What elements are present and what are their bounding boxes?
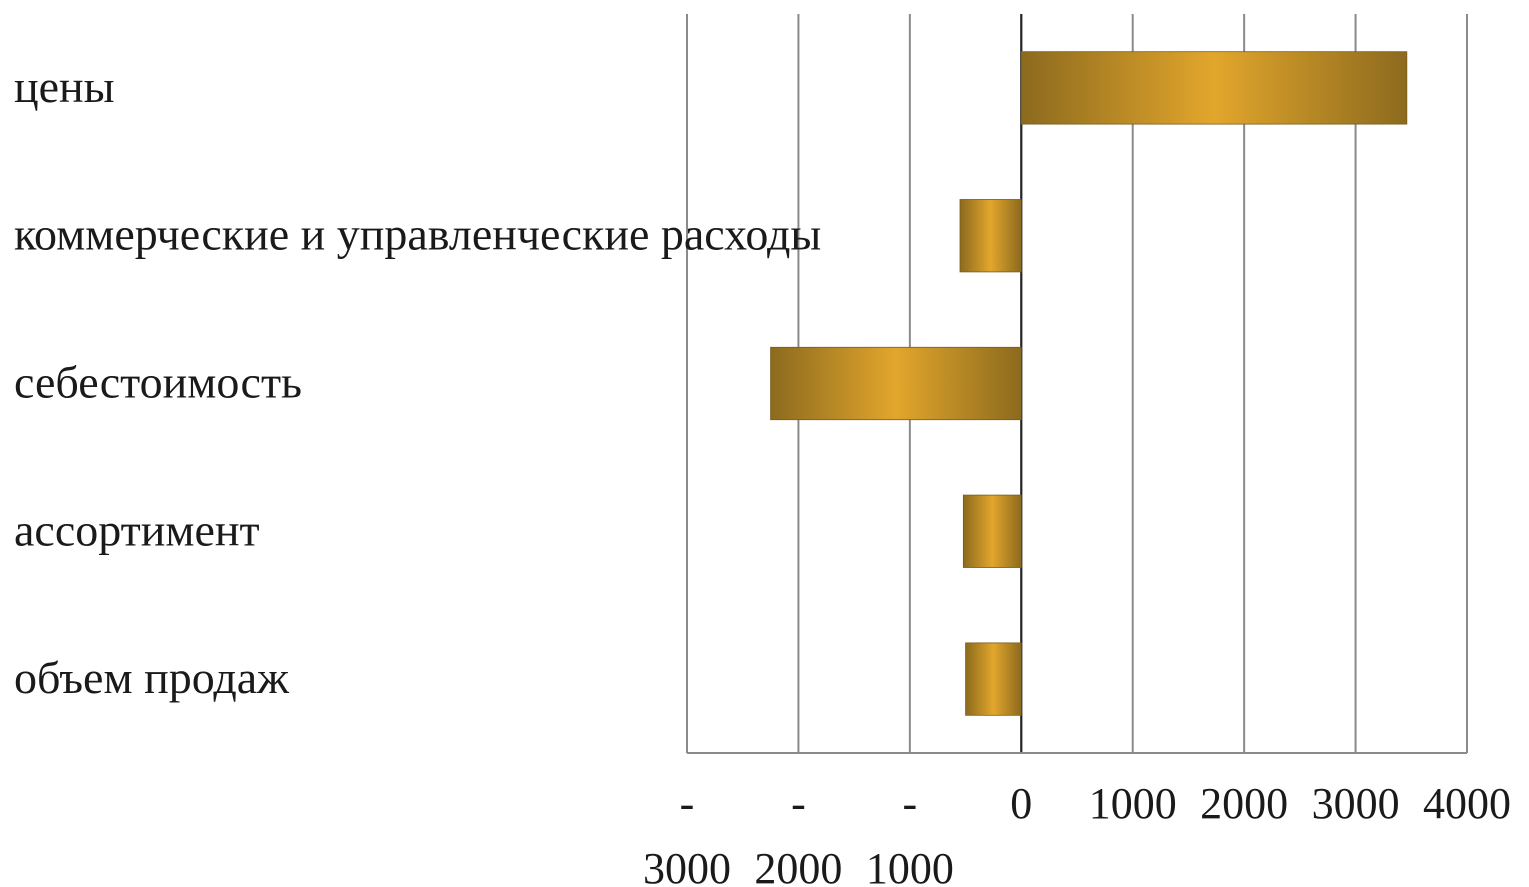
category-label: коммерческие и управленческие расходы	[14, 209, 821, 260]
x-tick-label: 0	[1010, 779, 1032, 828]
category-label: объем продаж	[14, 652, 289, 703]
bar	[1020, 51, 1408, 125]
x-tick-label: -	[680, 779, 695, 828]
x-tick-label: 1000	[866, 844, 954, 887]
category-label: себестоимость	[14, 357, 302, 408]
bars	[770, 51, 1408, 716]
x-tick-label: 2000	[1200, 779, 1288, 828]
x-tick-label: 3000	[1312, 779, 1400, 828]
x-tick-label: 4000	[1423, 779, 1511, 828]
bar	[770, 346, 1022, 421]
category-label: цены	[14, 61, 115, 112]
x-tick-label: -	[791, 779, 806, 828]
bar	[965, 642, 1022, 716]
category-labels: цены коммерческие и управленческие расход…	[14, 61, 821, 703]
bar	[959, 199, 1022, 273]
category-label: ассортимент	[14, 504, 260, 555]
x-tick-label: 3000	[643, 844, 731, 887]
x-tick-labels: - 3000 - 2000 - 1000 0 1000 2000 3000 4000	[643, 779, 1511, 887]
x-tick-label: 2000	[754, 844, 842, 887]
x-tick-label: 1000	[1089, 779, 1177, 828]
bar	[962, 494, 1022, 568]
x-tick-label: -	[903, 779, 918, 828]
gridlines	[686, 14, 1468, 754]
